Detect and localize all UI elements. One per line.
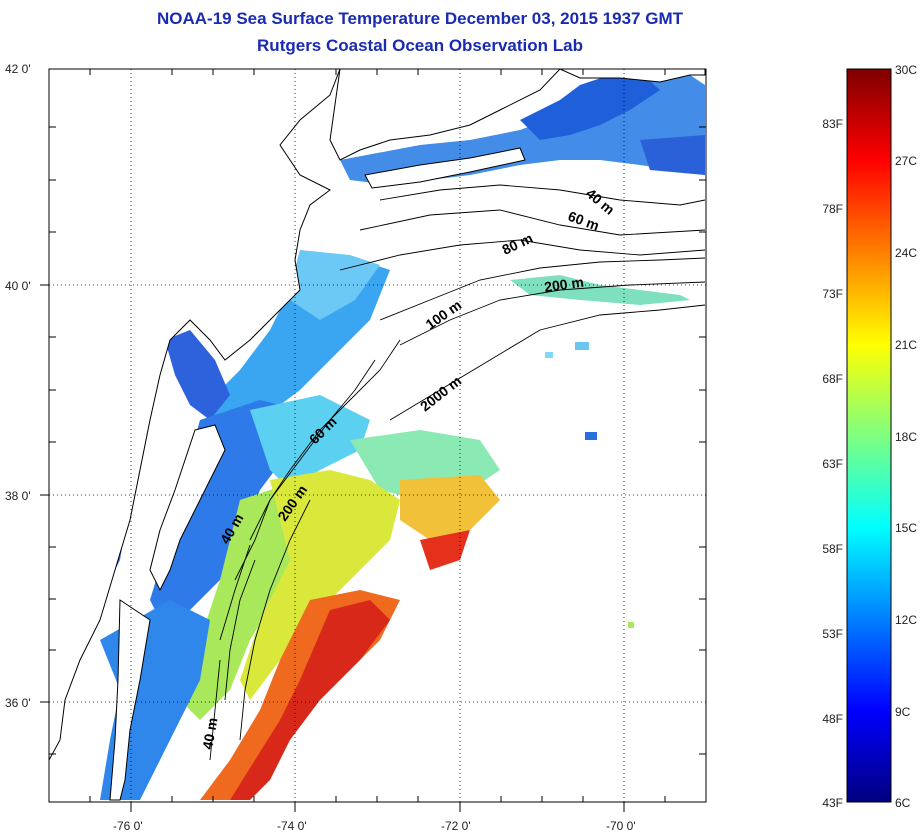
celsius-label: 30C xyxy=(895,63,917,77)
fahrenheit-label: 48F xyxy=(822,712,843,726)
contour-label: 60 m xyxy=(566,208,601,234)
fahrenheit-label: 43F xyxy=(822,796,843,810)
colorbar-celsius-labels: 30C 27C 24C 21C 18C 15C 12C 9C 6C xyxy=(895,63,917,810)
contour-label: 2000 m xyxy=(417,373,464,415)
axis-labels: 42 0' 40 0' 38 0' 36 0' -76 0' -74 0' -7… xyxy=(5,62,636,832)
fahrenheit-label: 73F xyxy=(822,287,843,301)
fahrenheit-label: 58F xyxy=(822,542,843,556)
contour-label: 80 m xyxy=(500,230,536,258)
map-title: NOAA-19 Sea Surface Temperature December… xyxy=(157,9,683,28)
lat-label: 40 0' xyxy=(5,279,31,293)
fahrenheit-label: 53F xyxy=(822,627,843,641)
axis-ticks xyxy=(40,69,706,812)
map-subtitle: Rutgers Coastal Ocean Observation Lab xyxy=(257,36,583,55)
celsius-label: 6C xyxy=(895,796,911,810)
celsius-label: 12C xyxy=(895,613,917,627)
celsius-label: 9C xyxy=(895,705,911,719)
colorbar: 30C 27C 24C 21C 18C 15C 12C 9C 6C 83F 78… xyxy=(822,63,917,810)
contour-label: 40 m xyxy=(199,716,220,750)
fahrenheit-label: 68F xyxy=(822,372,843,386)
bathymetry-contours xyxy=(209,184,706,761)
celsius-label: 27C xyxy=(895,154,917,168)
lon-label: -72 0' xyxy=(441,819,471,832)
land xyxy=(49,69,706,801)
map-grid xyxy=(49,69,706,802)
lat-label: 36 0' xyxy=(5,696,31,710)
fahrenheit-label: 78F xyxy=(822,202,843,216)
lon-label: -76 0' xyxy=(113,819,143,832)
colorbar-gradient xyxy=(846,68,892,803)
contour-label: 100 m xyxy=(423,297,465,333)
celsius-label: 18C xyxy=(895,430,917,444)
lat-label: 38 0' xyxy=(5,489,31,503)
contour-label: 200 m xyxy=(543,274,585,295)
celsius-label: 24C xyxy=(895,246,917,260)
lon-label: -74 0' xyxy=(277,819,307,832)
celsius-label: 15C xyxy=(895,521,917,535)
lat-label: 42 0' xyxy=(5,62,31,76)
lon-label: -70 0' xyxy=(606,819,636,832)
colorbar-fahrenheit-labels: 83F 78F 73F 68F 63F 58F 53F 48F 43F xyxy=(822,117,843,810)
celsius-label: 21C xyxy=(895,338,917,352)
fahrenheit-label: 83F xyxy=(822,117,843,131)
fahrenheit-label: 63F xyxy=(822,457,843,471)
